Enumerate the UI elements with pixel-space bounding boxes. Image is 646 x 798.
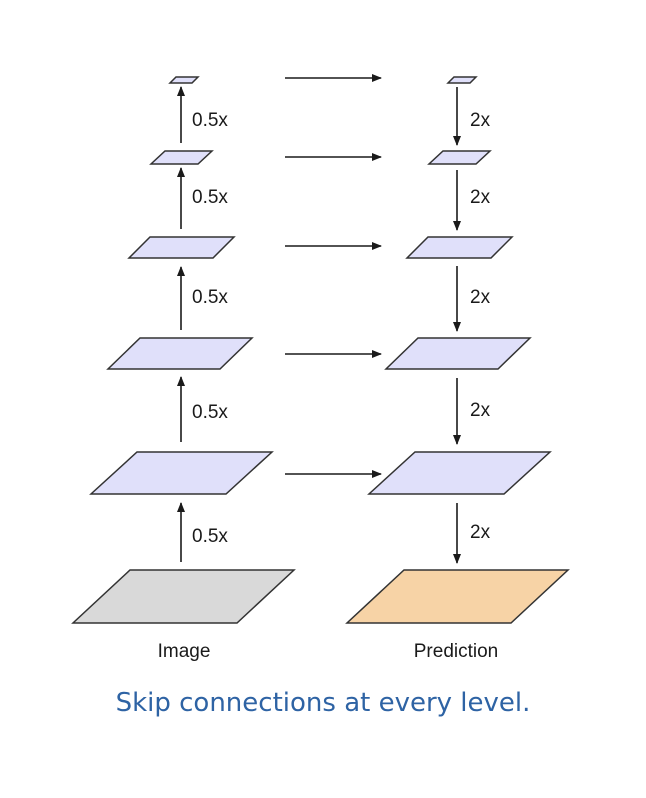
decoder-step-label: 2x <box>470 187 491 208</box>
encoder-step-label: 0.5x <box>192 110 228 131</box>
decoder-plane-5 <box>446 76 478 84</box>
prediction-plane <box>345 569 570 624</box>
caption: Skip connections at every level. <box>115 688 531 718</box>
decoder-plane-4 <box>427 150 492 165</box>
decoder-plane-3 <box>405 236 514 259</box>
decoder-step-label: 2x <box>470 400 491 421</box>
unet-skip-diagram: 0.5x 0.5x 0.5x 0.5x 0.5x 2x 2x 2x 2x 2x … <box>71 74 570 662</box>
encoder-step-label: 0.5x <box>192 526 228 547</box>
decoder-step-label: 2x <box>470 287 491 308</box>
encoder-plane-1 <box>89 451 274 495</box>
encoder-plane-2 <box>106 337 254 370</box>
encoder-step-label: 0.5x <box>192 402 228 423</box>
encoder-step-label: 0.5x <box>192 187 228 208</box>
encoder-step-label: 0.5x <box>192 287 228 308</box>
prediction-label: Prediction <box>414 641 499 662</box>
decoder-plane-1 <box>367 451 552 495</box>
decoder-plane-2 <box>384 337 532 370</box>
image-plane <box>71 569 296 624</box>
encoder-plane-3 <box>127 236 236 259</box>
decoder-step-label: 2x <box>470 522 491 543</box>
encoder-plane-4 <box>149 150 214 165</box>
encoder-plane-5 <box>168 76 200 84</box>
decoder-step-label: 2x <box>470 110 491 131</box>
image-label: Image <box>158 641 211 662</box>
